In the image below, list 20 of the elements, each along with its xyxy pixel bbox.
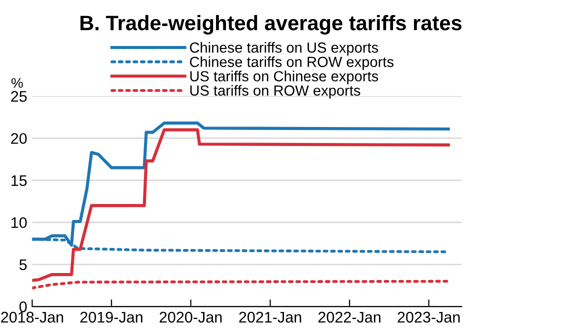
line-series xyxy=(32,128,450,282)
x-tick-label: 2018-Jan xyxy=(1,312,64,323)
x-tick-label: 2021-Jan xyxy=(239,312,302,323)
x-tick-label: 2022-Jan xyxy=(318,312,380,323)
y-tick-label: 15 xyxy=(12,175,27,186)
x-tick-label: 2020-Jan xyxy=(160,312,222,323)
y-tick-label: 10 xyxy=(12,217,27,228)
legend-label: Chinese tariffs on ROW exports xyxy=(190,56,394,70)
chart-title: B. Trade-weighted average tariffs rates xyxy=(80,15,462,35)
y-tick-label: 25 xyxy=(11,91,27,102)
legend-label: US tariffs on ROW exports xyxy=(190,85,360,99)
y-tick-label: 5 xyxy=(19,259,27,270)
y-tick-label: 0 xyxy=(19,301,27,312)
line-series xyxy=(32,280,450,290)
x-tick-label: 2023-Jan xyxy=(398,312,460,323)
legend-label: Chinese tariffs on US exports xyxy=(190,42,378,56)
legend-label: US tariffs on Chinese exports xyxy=(190,70,378,84)
y-axis-title: % xyxy=(11,78,23,88)
y-tick-label: 20 xyxy=(11,133,27,144)
x-tick-label: 2019-Jan xyxy=(80,312,142,323)
